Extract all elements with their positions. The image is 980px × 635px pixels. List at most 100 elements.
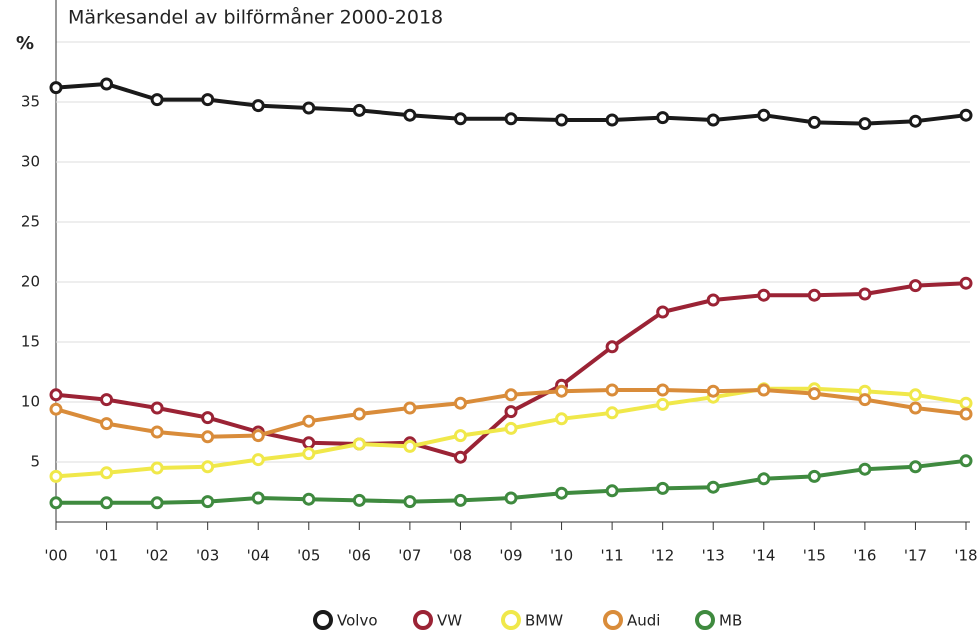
x-tick-label: '07 <box>398 547 421 565</box>
data-point <box>706 293 720 307</box>
data-point <box>302 492 316 506</box>
legend-marker <box>501 610 521 630</box>
data-point <box>100 466 114 480</box>
data-point <box>251 491 265 505</box>
data-point <box>302 447 316 461</box>
x-tick-label: '14 <box>752 547 775 565</box>
data-point <box>201 495 215 509</box>
legend-label: VW <box>437 612 462 630</box>
legend-marker <box>603 610 623 630</box>
data-point <box>706 480 720 494</box>
data-point <box>150 93 164 107</box>
data-point <box>908 279 922 293</box>
data-point <box>100 496 114 510</box>
x-tick-label: '10 <box>550 547 573 565</box>
x-tick-label: '04 <box>247 547 270 565</box>
data-point <box>504 112 518 126</box>
data-point <box>150 461 164 475</box>
x-tick-label: '00 <box>44 547 67 565</box>
data-point <box>453 112 467 126</box>
data-point <box>504 388 518 402</box>
legend-marker <box>695 610 715 630</box>
data-point <box>807 387 821 401</box>
y-tick-label: 20 <box>21 273 40 291</box>
y-tick-label: 5 <box>30 453 40 471</box>
data-point <box>908 401 922 415</box>
data-point <box>504 405 518 419</box>
x-tick-label: '02 <box>146 547 169 565</box>
data-point <box>555 486 569 500</box>
data-point <box>49 81 63 95</box>
data-point <box>504 491 518 505</box>
data-point <box>201 411 215 425</box>
data-point <box>908 114 922 128</box>
data-point <box>453 396 467 410</box>
data-point <box>150 401 164 415</box>
data-point <box>858 287 872 301</box>
data-point <box>251 99 265 113</box>
data-point <box>807 469 821 483</box>
chart-title: Märkesandel av bilförmåner 2000-2018 <box>68 6 443 29</box>
y-tick-label: 15 <box>21 333 40 351</box>
data-point <box>100 77 114 91</box>
data-point <box>757 108 771 122</box>
x-tick-label: '13 <box>702 547 725 565</box>
data-point <box>150 496 164 510</box>
data-point <box>403 495 417 509</box>
data-point <box>302 436 316 450</box>
data-point <box>959 454 973 468</box>
data-point <box>605 406 619 420</box>
data-point <box>908 460 922 474</box>
data-point <box>555 412 569 426</box>
data-point <box>605 484 619 498</box>
y-tick-label: 25 <box>21 213 40 231</box>
data-point <box>352 437 366 451</box>
x-tick-label: '18 <box>954 547 977 565</box>
legend-marker <box>413 610 433 630</box>
legend-marker <box>313 610 333 630</box>
y-tick-label: 30 <box>21 153 40 171</box>
data-point <box>403 401 417 415</box>
data-point <box>757 288 771 302</box>
data-point <box>757 472 771 486</box>
data-point <box>959 407 973 421</box>
data-point <box>605 383 619 397</box>
data-point <box>453 493 467 507</box>
data-point <box>605 340 619 354</box>
data-point <box>49 496 63 510</box>
data-point <box>352 407 366 421</box>
data-point <box>352 493 366 507</box>
x-tick-label: '12 <box>651 547 674 565</box>
data-point <box>656 383 670 397</box>
data-point <box>49 388 63 402</box>
x-tick-label: '17 <box>904 547 927 565</box>
data-point <box>858 393 872 407</box>
data-point <box>706 113 720 127</box>
data-point <box>908 388 922 402</box>
legend-label: BMW <box>525 612 563 630</box>
data-point <box>251 429 265 443</box>
data-point <box>302 101 316 115</box>
legend-label: Volvo <box>337 612 378 630</box>
data-point <box>605 113 619 127</box>
data-point <box>807 288 821 302</box>
legend-label: Audi <box>627 612 660 630</box>
data-point <box>706 384 720 398</box>
x-tick-label: '06 <box>348 547 371 565</box>
data-point <box>150 425 164 439</box>
data-point <box>959 396 973 410</box>
data-point <box>49 469 63 483</box>
x-tick-label: '03 <box>196 547 219 565</box>
y-tick-label: 10 <box>21 393 40 411</box>
data-point <box>504 421 518 435</box>
data-point <box>453 450 467 464</box>
x-tick-label: '05 <box>297 547 320 565</box>
data-point <box>656 305 670 319</box>
data-point <box>49 402 63 416</box>
data-point <box>656 397 670 411</box>
data-point <box>807 115 821 129</box>
data-point <box>959 108 973 122</box>
y-tick-label: 35 <box>21 93 40 111</box>
data-point <box>403 439 417 453</box>
